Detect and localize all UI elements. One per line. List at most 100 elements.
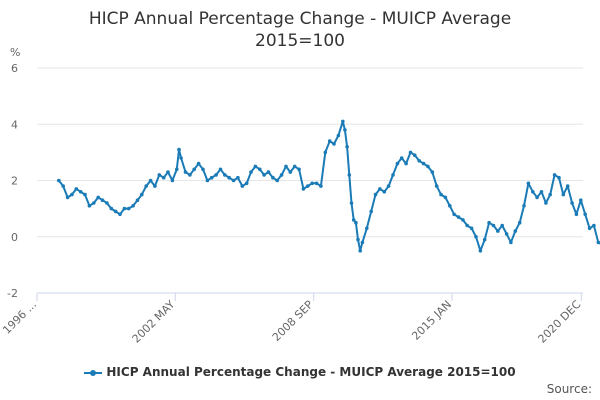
data-point[interactable] [386, 184, 391, 188]
data-point[interactable] [170, 178, 175, 183]
data-point[interactable] [430, 170, 435, 174]
data-point[interactable] [83, 192, 87, 197]
data-point[interactable] [65, 195, 70, 200]
data-point[interactable] [500, 223, 505, 228]
data-point[interactable] [227, 175, 231, 180]
data-point[interactable] [100, 198, 105, 202]
data-point[interactable] [349, 201, 354, 205]
data-point[interactable] [161, 175, 166, 180]
data-point[interactable] [465, 223, 470, 228]
data-point[interactable] [131, 204, 135, 208]
data-point[interactable] [201, 167, 205, 172]
data-point[interactable] [391, 173, 395, 177]
data-point[interactable] [561, 192, 566, 197]
data-point[interactable] [240, 184, 245, 188]
legend[interactable]: HICP Annual Percentage Change - MUICP Av… [0, 365, 600, 379]
data-point[interactable] [297, 167, 301, 172]
data-point[interactable] [196, 161, 201, 166]
data-point[interactable] [292, 164, 297, 169]
data-point[interactable] [404, 161, 408, 166]
data-point[interactable] [140, 192, 144, 197]
data-point[interactable] [301, 187, 306, 191]
data-point[interactable] [205, 178, 210, 183]
data-point[interactable] [592, 223, 596, 228]
data-point[interactable] [434, 184, 439, 188]
data-point[interactable] [373, 192, 378, 197]
data-point[interactable] [319, 184, 323, 188]
data-point[interactable] [358, 249, 363, 253]
data-point[interactable] [413, 153, 417, 157]
data-point[interactable] [378, 187, 382, 191]
data-point[interactable] [275, 178, 280, 183]
data-point[interactable] [579, 198, 583, 202]
data-point[interactable] [266, 170, 271, 174]
data-point[interactable] [487, 220, 491, 225]
data-point[interactable] [74, 187, 79, 191]
data-point[interactable] [343, 128, 347, 132]
data-point[interactable] [531, 190, 535, 194]
data-point[interactable] [356, 237, 360, 242]
data-point[interactable] [327, 139, 332, 143]
data-point[interactable] [231, 178, 236, 183]
data-point[interactable] [179, 156, 183, 160]
data-point[interactable] [105, 201, 109, 205]
data-point[interactable] [92, 201, 96, 205]
data-point[interactable] [504, 232, 509, 236]
data-point[interactable] [526, 181, 531, 186]
data-point[interactable] [509, 240, 513, 245]
data-point[interactable] [288, 170, 293, 174]
data-point[interactable] [148, 178, 153, 183]
data-point[interactable] [517, 220, 522, 225]
data-point[interactable] [279, 173, 284, 177]
data-point[interactable] [522, 204, 526, 208]
data-point[interactable] [314, 181, 319, 186]
data-point[interactable] [70, 192, 74, 197]
data-point[interactable] [461, 218, 465, 222]
data-point[interactable] [583, 212, 587, 217]
data-point[interactable] [395, 161, 400, 166]
data-point[interactable] [443, 195, 448, 200]
data-point[interactable] [177, 147, 181, 152]
data-point[interactable] [345, 145, 349, 149]
data-point[interactable] [548, 192, 552, 197]
data-point[interactable] [565, 184, 570, 188]
data-point[interactable] [323, 150, 328, 155]
data-point[interactable] [513, 229, 518, 233]
data-point[interactable] [192, 167, 196, 172]
data-point[interactable] [336, 133, 341, 138]
data-point[interactable] [153, 184, 157, 188]
data-point[interactable] [456, 215, 461, 219]
data-point[interactable] [157, 173, 162, 177]
data-point[interactable] [535, 195, 539, 200]
data-point[interactable] [587, 226, 592, 231]
data-point[interactable] [118, 212, 122, 217]
data-point[interactable] [126, 206, 131, 211]
data-point[interactable] [144, 184, 148, 188]
data-point[interactable] [474, 235, 478, 239]
data-point[interactable] [557, 175, 561, 180]
data-point[interactable] [360, 240, 365, 245]
data-point[interactable] [78, 190, 83, 194]
data-point[interactable] [496, 229, 500, 233]
data-point[interactable] [223, 173, 227, 177]
data-point[interactable] [236, 175, 240, 180]
data-point[interactable] [258, 167, 262, 172]
data-point[interactable] [310, 181, 315, 186]
data-point[interactable] [439, 192, 443, 197]
data-point[interactable] [109, 206, 114, 211]
data-point[interactable] [408, 150, 413, 155]
data-point[interactable] [448, 204, 452, 208]
data-point[interactable] [417, 159, 422, 163]
data-point[interactable] [244, 181, 249, 186]
data-point[interactable] [284, 164, 288, 169]
data-point[interactable] [262, 173, 266, 177]
data-point[interactable] [183, 170, 188, 174]
data-point[interactable] [482, 237, 487, 242]
data-point[interactable] [552, 173, 557, 177]
data-point[interactable] [332, 142, 336, 146]
data-point[interactable] [57, 178, 61, 183]
data-point[interactable] [469, 226, 474, 231]
data-point[interactable] [166, 170, 170, 174]
data-point[interactable] [478, 249, 483, 253]
data-point[interactable] [218, 167, 223, 172]
